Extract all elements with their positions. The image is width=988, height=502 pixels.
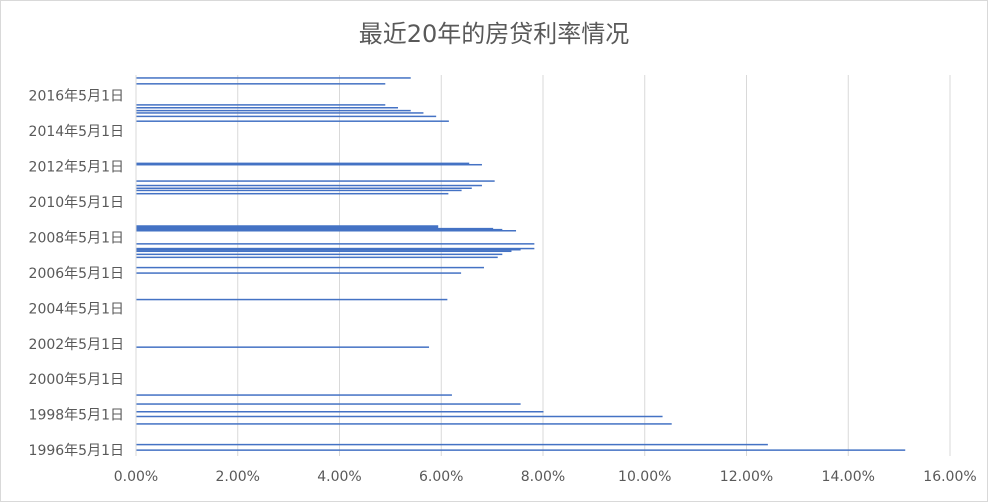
bar xyxy=(136,449,906,451)
x-tick-label: 0.00% xyxy=(114,469,158,485)
bar xyxy=(136,162,470,165)
x-tick-label: 4.00% xyxy=(317,469,361,485)
bar xyxy=(136,247,535,250)
bar xyxy=(136,346,430,348)
bar xyxy=(136,272,462,274)
y-tick-label: 2008年5月1日 xyxy=(29,230,124,246)
bar xyxy=(136,248,521,251)
x-tick-label: 14.00% xyxy=(822,469,875,485)
x-tick-label: 8.00% xyxy=(521,469,565,485)
bar xyxy=(136,415,663,418)
bar xyxy=(136,423,672,425)
bar xyxy=(136,115,437,118)
bar xyxy=(136,83,386,85)
bar xyxy=(136,104,386,106)
bar xyxy=(136,228,503,231)
bar xyxy=(136,180,495,182)
y-tick-label: 1996年5月1日 xyxy=(29,443,124,459)
chart-title: 最近20年的房贷利率情况 xyxy=(358,20,630,48)
y-tick-label: 2014年5月1日 xyxy=(29,124,124,140)
y-tick-label: 2016年5月1日 xyxy=(29,89,124,105)
y-tick-label: 1998年5月1日 xyxy=(29,408,124,424)
bar xyxy=(136,250,512,253)
bar xyxy=(136,225,439,227)
bar xyxy=(136,107,399,109)
x-tick-label: 16.00% xyxy=(923,469,976,485)
y-tick-label: 2010年5月1日 xyxy=(29,195,124,211)
y-tick-label: 2006年5月1日 xyxy=(29,266,124,282)
bar xyxy=(136,394,452,396)
y-axis-ticks: 1996年5月1日 1998年5月1日 2000年5月1日 2002年5月1日 2004… xyxy=(29,89,124,459)
bar xyxy=(136,109,411,112)
bar xyxy=(136,112,424,114)
bar xyxy=(136,184,482,187)
bar xyxy=(136,226,439,229)
bar xyxy=(136,243,535,245)
bar xyxy=(136,266,484,269)
bar xyxy=(136,187,472,190)
x-tick-label: 10.00% xyxy=(618,469,671,485)
bar xyxy=(136,443,768,446)
y-tick-label: 2004年5月1日 xyxy=(29,301,124,317)
bars xyxy=(136,77,906,451)
gridlines xyxy=(237,75,951,456)
bar xyxy=(136,192,449,195)
y-tick-label: 2002年5月1日 xyxy=(29,337,124,353)
bar xyxy=(136,298,448,301)
x-tick-label: 12.00% xyxy=(720,469,773,485)
bar xyxy=(136,256,498,259)
bar xyxy=(136,189,462,192)
bar xyxy=(136,77,411,79)
x-axis-ticks: 0.00% 2.00% 4.00% 6.00% 8.00% 10.00% 12.00% 14.… xyxy=(114,469,977,485)
bar xyxy=(136,120,449,122)
x-tick-label: 6.00% xyxy=(419,469,463,485)
y-tick-label: 2000年5月1日 xyxy=(29,372,124,388)
y-tick-label: 2012年5月1日 xyxy=(29,160,124,176)
bar xyxy=(136,403,521,405)
bar xyxy=(136,227,494,230)
x-tick-label: 2.00% xyxy=(216,469,260,485)
bar xyxy=(136,253,503,256)
bar xyxy=(136,410,544,413)
bar xyxy=(136,230,517,232)
bar xyxy=(136,163,482,166)
